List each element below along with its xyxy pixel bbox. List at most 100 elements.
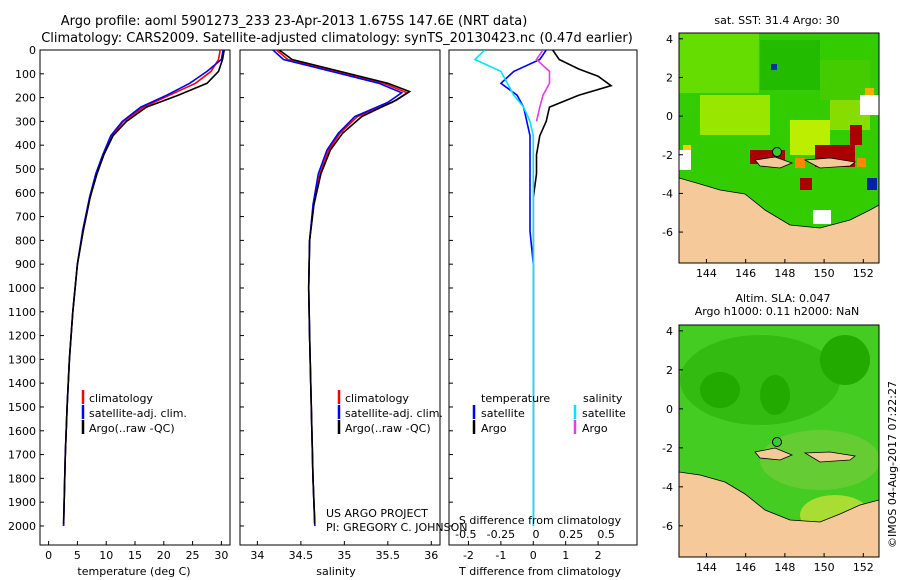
depth-tick-label: 200	[15, 92, 36, 105]
depth-tick-label: 1500	[8, 401, 36, 414]
depth-tick-label: 400	[15, 139, 36, 152]
depth-tick-label: 1100	[8, 306, 36, 319]
depth-tick-label: 1600	[8, 425, 36, 438]
legend-label: Argo(..raw -QC)	[345, 422, 431, 435]
depth-tick-label: 1300	[8, 353, 36, 366]
legend-label: climatology	[89, 392, 153, 405]
legend-label: satellite-adj. clim.	[345, 407, 443, 420]
x-tick-label: 0	[530, 549, 537, 562]
s-diff-tick-label: 0.5	[597, 528, 615, 541]
temperature-legend: climatology satellite-adj. clim. Argo(..…	[81, 390, 187, 435]
lon-tick-label: 144	[696, 267, 717, 280]
depth-tick-label: 1700	[8, 449, 36, 462]
lat-tick-label: -4	[662, 187, 673, 200]
legend-label: climatology	[345, 392, 409, 405]
salinity-panel	[239, 49, 441, 546]
legend-label: satellite	[481, 407, 525, 420]
series-line-salinity-satellite	[473, 50, 535, 526]
lon-tick-label: 152	[853, 561, 874, 574]
lon-tick-label: 146	[735, 561, 756, 574]
series-line-salinity-argo	[535, 50, 551, 122]
temperature-axis-label: temperature (deg C)	[77, 565, 190, 578]
x-tick-label: 10	[99, 549, 113, 562]
x-tick-label: -2	[463, 549, 474, 562]
depth-tick-label: 800	[15, 234, 36, 247]
lat-tick-label: -2	[662, 442, 673, 455]
x-tick-label: 30	[214, 549, 228, 562]
x-tick-label: 20	[157, 549, 171, 562]
temperature-panel	[39, 49, 231, 546]
legend-label: Argo	[481, 422, 507, 435]
lon-tick-label: 148	[774, 267, 795, 280]
depth-tick-label: 600	[15, 187, 36, 200]
argo-position-marker	[772, 437, 782, 447]
series-line-argo-raw-qc-	[62, 50, 225, 524]
depth-tick-label: 300	[15, 115, 36, 128]
t-difference-axis-label: T difference from climatology	[458, 565, 621, 578]
series-line-argo-raw-qc-	[278, 50, 412, 524]
salinity-x-axis: 34 34.5 35 35.5 36	[250, 541, 438, 562]
x-tick-label: 15	[128, 549, 142, 562]
s-diff-tick-label: 0	[532, 528, 539, 541]
x-tick-label: 36	[424, 549, 438, 562]
s-diff-tick-label: -0.25	[487, 528, 515, 541]
s-diff-tick-label: -0.5	[455, 528, 476, 541]
x-tick-label: 5	[74, 549, 81, 562]
legend-header-salinity: salinity	[583, 392, 623, 405]
imos-stamp: ©IMOS 04-Aug-2017 07:22:27	[886, 381, 899, 548]
x-tick-label: 34.5	[289, 549, 314, 562]
lat-tick-label: 0	[666, 403, 673, 416]
s-difference-axis-label: S difference from climatology	[459, 514, 622, 527]
x-tick-label: 35.5	[376, 549, 401, 562]
series-line-temperature-satellite	[499, 50, 547, 526]
depth-tick-label: 1800	[8, 472, 36, 485]
lat-tick-label: 4	[666, 325, 673, 338]
depth-tick-label: 500	[15, 163, 36, 176]
difference-panel	[448, 49, 638, 546]
depth-axis: 0 100 200 300 400 500 600 700 800 900 1000 1100 1200…	[8, 44, 453, 533]
difference-x-axis: -2 -1 0 1 2	[463, 541, 602, 562]
lon-tick-label: 144	[696, 561, 717, 574]
s-diff-tick-label: 0.25	[559, 528, 584, 541]
depth-tick-label: 1400	[8, 377, 36, 390]
difference-legend: temperature salinity satellite Argo sate…	[472, 392, 626, 435]
sla-map-title-line1: Altim. SLA: 0.047	[735, 292, 830, 305]
sla-map-title-line2: Argo h1000: 0.11 h2000: NaN	[695, 305, 860, 318]
lat-tick-label: 2	[666, 364, 673, 377]
depth-tick-label: 900	[15, 258, 36, 271]
argo-position-marker	[772, 147, 782, 157]
sla-map-axes: 144 146 148 150 152 4 2 0 -2 -4 -6	[662, 325, 874, 574]
series-line-satellite-adj-clim-	[272, 50, 404, 527]
series-line-satellite-adj-clim-	[62, 50, 224, 527]
depth-tick-label: 1000	[8, 282, 36, 295]
lat-tick-label: 4	[666, 33, 673, 46]
sla-map	[679, 325, 879, 557]
lon-tick-label: 150	[814, 561, 835, 574]
sst-map	[679, 33, 879, 263]
series-line-climatology	[275, 50, 409, 527]
plot-title-line1: Argo profile: aoml 5901273_233 23-Apr-20…	[61, 14, 528, 29]
x-tick-label: 35	[337, 549, 351, 562]
series-line-temperature-argo	[532, 50, 613, 524]
x-tick-label: 34	[250, 549, 264, 562]
depth-tick-label: 1900	[8, 496, 36, 509]
x-tick-label: 25	[186, 549, 200, 562]
salinity-legend: climatology satellite-adj. clim. Argo(..…	[337, 390, 443, 435]
x-tick-label: -1	[495, 549, 506, 562]
x-tick-label: 0	[45, 549, 52, 562]
temperature-x-axis: 0 5 10 15 20 25 30	[45, 541, 228, 562]
credit-line2: PI: GREGORY C. JOHNSON	[326, 521, 467, 534]
plot-title-line2: Climatology: CARS2009. Satellite-adjuste…	[41, 31, 633, 46]
lat-tick-label: -6	[662, 520, 673, 533]
salinity-difference-top-axis: -0.5 -0.25 0 0.25 0.5	[455, 528, 615, 541]
legend-label: satellite-adj. clim.	[89, 407, 187, 420]
depth-tick-label: 1200	[8, 330, 36, 343]
sst-map-axes: 144 146 148 150 152 4 2 0 -2 -4 -6	[662, 33, 874, 280]
lat-tick-label: 0	[666, 110, 673, 123]
legend-label: satellite	[582, 407, 626, 420]
legend-label: Argo	[582, 422, 608, 435]
lon-tick-label: 148	[774, 561, 795, 574]
lon-tick-label: 152	[853, 267, 874, 280]
legend-header-temperature: temperature	[481, 392, 550, 405]
